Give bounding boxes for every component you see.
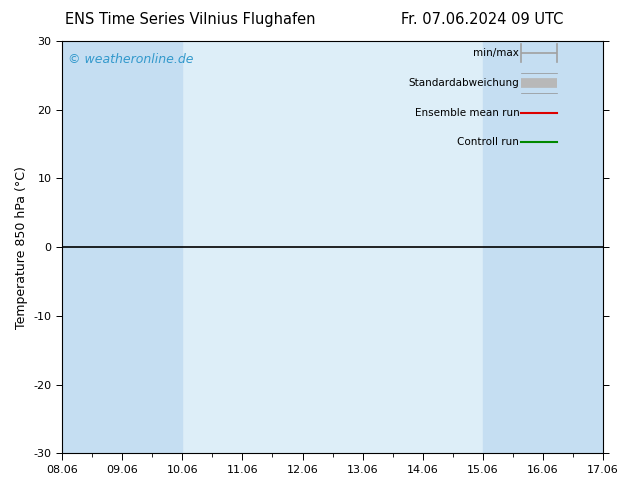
Text: Ensemble mean run: Ensemble mean run	[415, 108, 519, 118]
Text: ENS Time Series Vilnius Flughafen: ENS Time Series Vilnius Flughafen	[65, 12, 316, 27]
Text: Controll run: Controll run	[457, 137, 519, 147]
Text: Standardabweichung: Standardabweichung	[408, 78, 519, 88]
Bar	[483, 41, 603, 453]
Y-axis label: Temperature 850 hPa (°C): Temperature 850 hPa (°C)	[15, 166, 28, 329]
Text: min/max: min/max	[474, 49, 519, 58]
Text: Fr. 07.06.2024 09 UTC: Fr. 07.06.2024 09 UTC	[401, 12, 563, 27]
Text: © weatheronline.de: © weatheronline.de	[67, 53, 193, 67]
Bar	[62, 41, 183, 453]
